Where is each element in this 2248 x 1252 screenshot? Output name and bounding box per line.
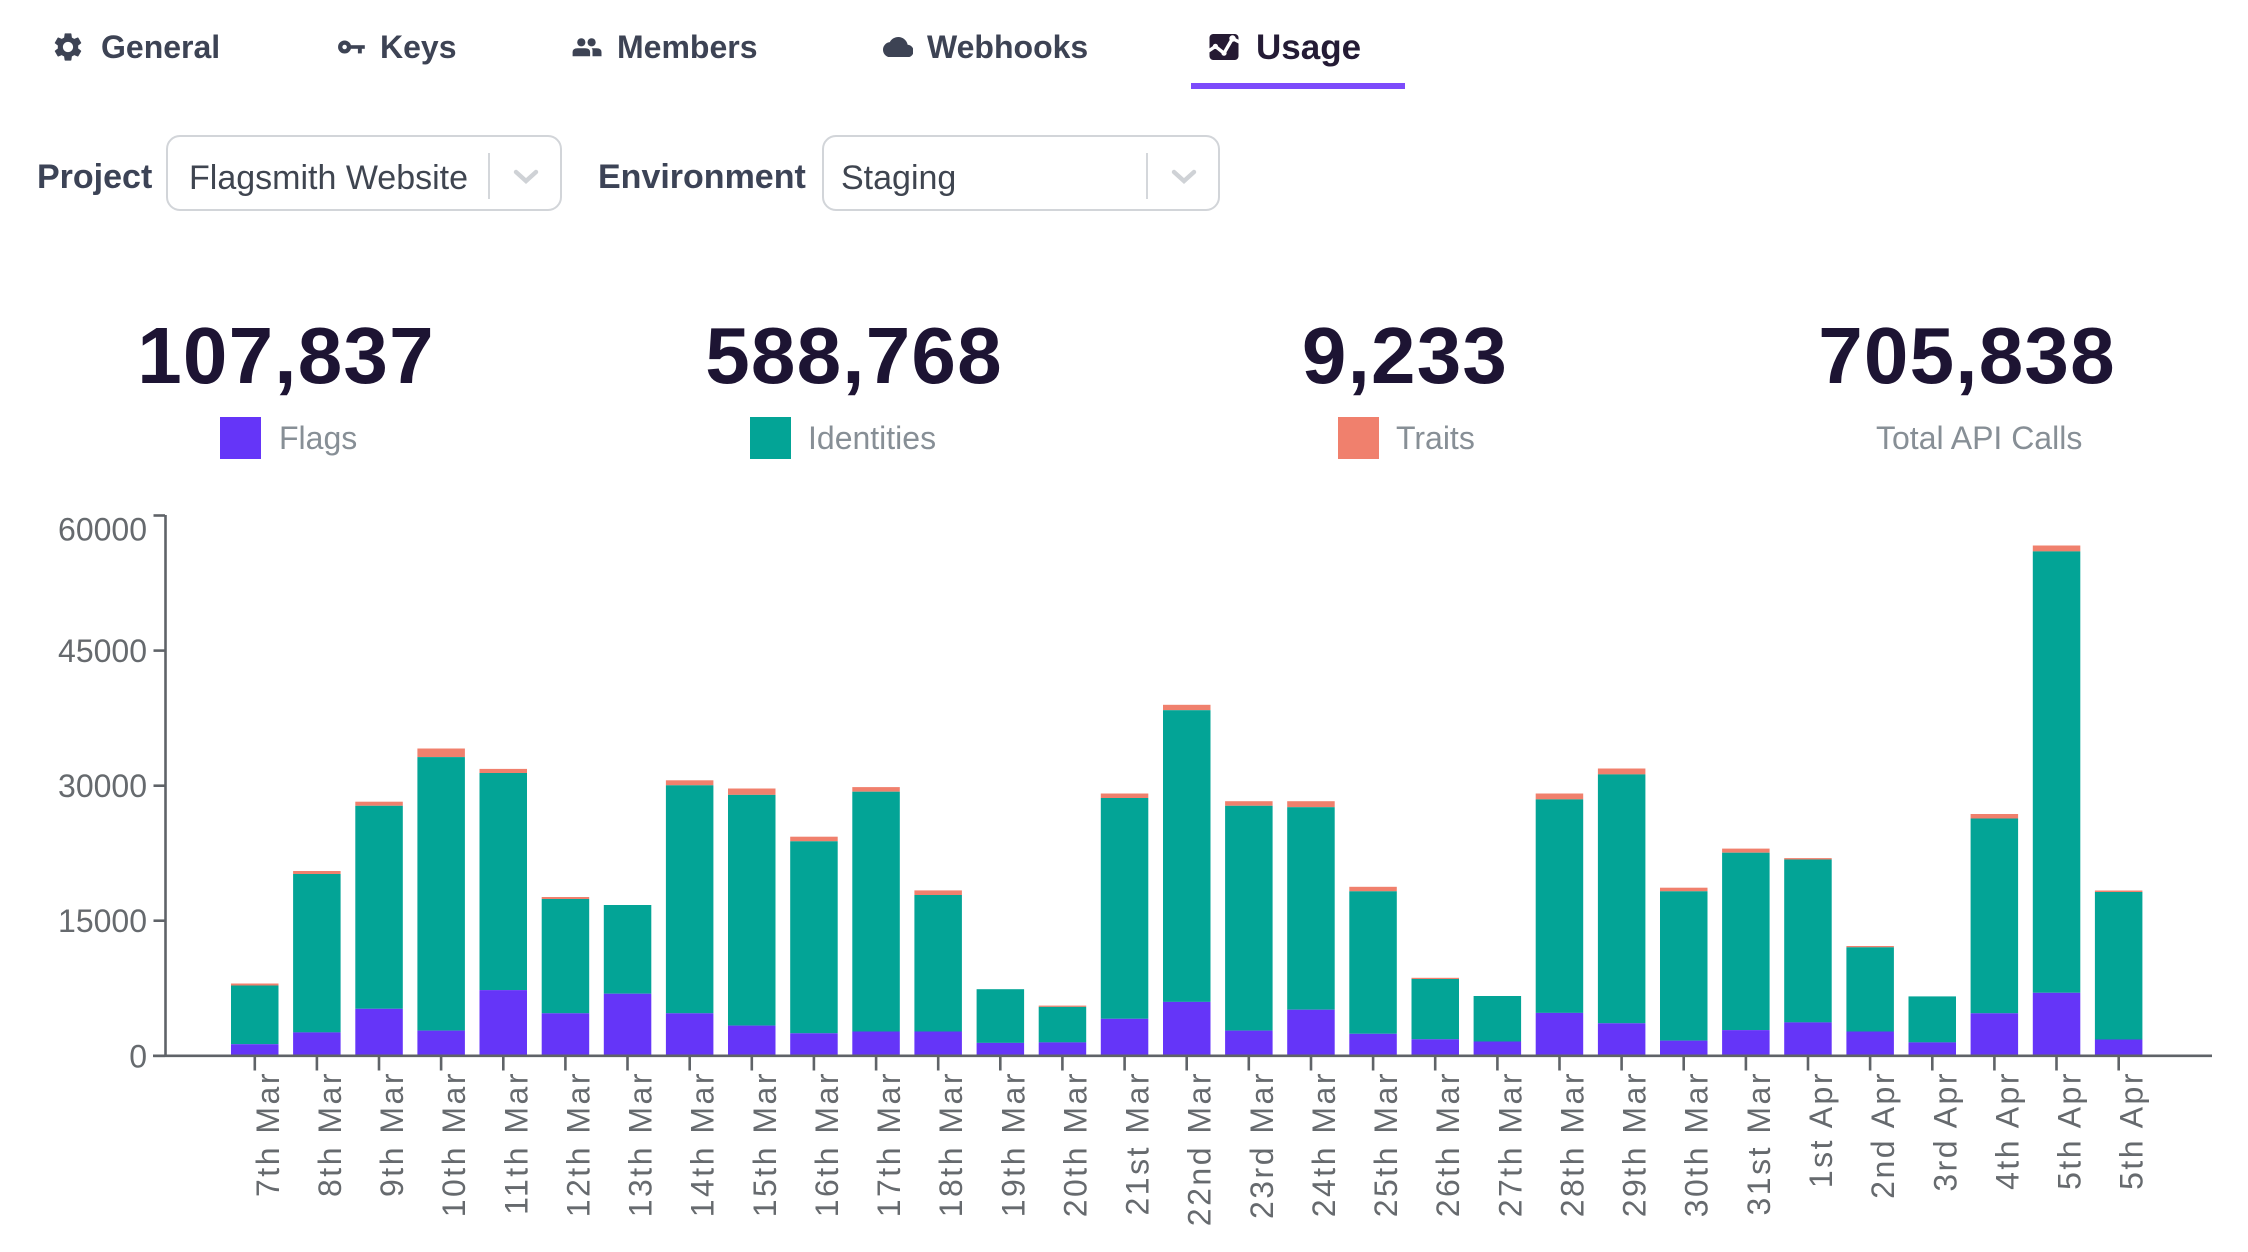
svg-text:5th Apr: 5th Apr [2114,1071,2150,1190]
svg-text:19th Mar: 19th Mar [995,1071,1031,1217]
svg-text:25th Mar: 25th Mar [1368,1071,1404,1217]
svg-text:3rd Apr: 3rd Apr [1927,1071,1963,1192]
svg-text:18th Mar: 18th Mar [933,1071,969,1217]
svg-text:5th Apr: 5th Apr [2052,1071,2088,1190]
svg-text:1st Apr: 1st Apr [1803,1071,1839,1188]
svg-text:13th Mar: 13th Mar [623,1071,659,1217]
svg-text:28th Mar: 28th Mar [1555,1071,1591,1217]
svg-text:15th Mar: 15th Mar [747,1071,783,1217]
svg-text:24th Mar: 24th Mar [1306,1071,1342,1217]
svg-text:12th Mar: 12th Mar [560,1071,596,1217]
svg-text:4th Apr: 4th Apr [1989,1071,2025,1190]
svg-text:45000: 45000 [58,633,147,669]
svg-text:8th Mar: 8th Mar [312,1071,348,1197]
svg-text:27th Mar: 27th Mar [1492,1071,1528,1217]
svg-text:9th Mar: 9th Mar [374,1071,410,1197]
svg-text:0: 0 [129,1038,147,1074]
svg-text:20th Mar: 20th Mar [1057,1071,1093,1217]
svg-text:17th Mar: 17th Mar [871,1071,907,1217]
svg-text:14th Mar: 14th Mar [685,1071,721,1217]
svg-text:15000: 15000 [58,903,147,939]
svg-text:16th Mar: 16th Mar [809,1071,845,1217]
svg-text:31st Mar: 31st Mar [1741,1071,1777,1215]
svg-text:30th Mar: 30th Mar [1679,1071,1715,1217]
svg-text:10th Mar: 10th Mar [436,1071,472,1217]
svg-text:7th Mar: 7th Mar [250,1071,286,1197]
svg-text:23rd Mar: 23rd Mar [1244,1071,1280,1219]
svg-text:21st Mar: 21st Mar [1120,1071,1156,1215]
svg-text:26th Mar: 26th Mar [1430,1071,1466,1217]
svg-text:22nd Mar: 22nd Mar [1182,1071,1218,1226]
svg-text:60000: 60000 [58,512,147,548]
svg-text:11th Mar: 11th Mar [498,1071,534,1215]
svg-text:2nd Apr: 2nd Apr [1865,1071,1901,1199]
svg-text:30000: 30000 [58,768,147,804]
svg-text:29th Mar: 29th Mar [1617,1071,1653,1217]
